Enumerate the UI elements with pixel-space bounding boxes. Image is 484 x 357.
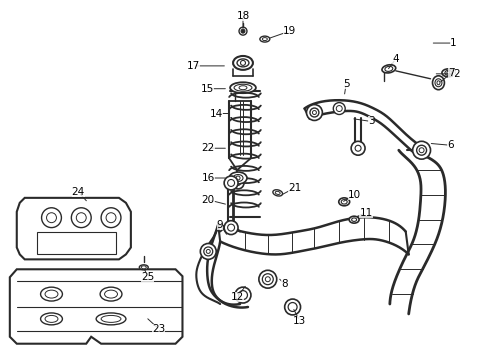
Polygon shape [17,198,131,260]
Circle shape [354,145,360,151]
Circle shape [235,181,240,185]
Text: 14: 14 [209,109,222,119]
Ellipse shape [384,66,392,71]
Text: 20: 20 [201,195,214,205]
Ellipse shape [45,290,58,298]
Circle shape [262,274,272,285]
Circle shape [238,291,247,300]
Ellipse shape [341,200,347,204]
Circle shape [71,208,91,228]
Circle shape [284,299,300,315]
Text: 10: 10 [347,190,360,200]
Ellipse shape [41,313,62,325]
Text: 19: 19 [283,26,296,36]
Ellipse shape [100,287,121,301]
Ellipse shape [441,69,454,77]
Circle shape [203,247,212,256]
Circle shape [224,176,238,190]
Ellipse shape [259,36,269,42]
Ellipse shape [432,76,443,90]
Circle shape [42,208,61,228]
Text: 4: 4 [392,54,398,64]
Circle shape [227,180,234,186]
Circle shape [309,108,318,117]
Text: 16: 16 [201,173,214,183]
Circle shape [224,221,238,235]
Circle shape [76,213,86,223]
Circle shape [418,148,423,153]
Text: 5: 5 [342,79,349,89]
Text: 6: 6 [446,140,453,150]
Circle shape [200,243,216,260]
Ellipse shape [381,65,395,73]
Ellipse shape [348,216,358,223]
Ellipse shape [338,198,349,206]
Ellipse shape [233,56,252,70]
Text: 17: 17 [186,61,199,71]
Ellipse shape [236,176,240,180]
Ellipse shape [262,37,267,41]
Ellipse shape [45,316,58,322]
Ellipse shape [229,82,256,93]
Circle shape [106,213,116,223]
Ellipse shape [436,81,439,85]
Ellipse shape [139,265,148,270]
Circle shape [265,277,270,282]
Circle shape [287,302,297,311]
Ellipse shape [237,59,248,67]
Circle shape [258,270,276,288]
Ellipse shape [275,191,280,195]
Circle shape [227,224,234,231]
Circle shape [206,250,210,253]
Text: 23: 23 [151,324,165,334]
Circle shape [333,102,345,115]
Text: 24: 24 [72,187,85,197]
Circle shape [412,141,430,159]
Circle shape [306,105,322,120]
Circle shape [241,29,244,33]
Ellipse shape [446,71,449,74]
Circle shape [350,141,364,155]
Ellipse shape [240,60,245,65]
Text: 3: 3 [367,116,374,126]
Text: 1: 1 [449,38,456,48]
Ellipse shape [105,290,117,298]
Circle shape [335,106,342,111]
Text: 11: 11 [359,208,372,218]
Text: 25: 25 [141,272,154,282]
Text: 13: 13 [292,316,305,326]
Ellipse shape [351,218,356,221]
Text: 18: 18 [236,11,249,21]
Circle shape [416,145,425,155]
Text: 8: 8 [281,279,287,289]
Ellipse shape [41,287,62,301]
Circle shape [232,177,243,189]
Ellipse shape [233,175,242,181]
Circle shape [46,213,56,223]
Polygon shape [36,232,116,255]
Ellipse shape [101,316,121,322]
Circle shape [235,287,250,303]
Circle shape [312,111,316,115]
Text: 9: 9 [216,220,223,230]
Text: 22: 22 [201,143,214,153]
Polygon shape [10,269,182,344]
Ellipse shape [234,84,251,91]
Ellipse shape [444,70,451,75]
Text: 21: 21 [287,183,301,193]
Ellipse shape [141,266,146,269]
Text: 15: 15 [200,84,213,94]
Ellipse shape [272,190,282,196]
Circle shape [101,208,121,228]
Ellipse shape [96,313,126,325]
Text: 7: 7 [447,68,454,78]
Ellipse shape [434,79,441,87]
Ellipse shape [239,86,246,90]
Text: 2: 2 [452,69,459,79]
Ellipse shape [228,172,246,184]
Circle shape [239,27,246,35]
Text: 12: 12 [230,292,243,302]
